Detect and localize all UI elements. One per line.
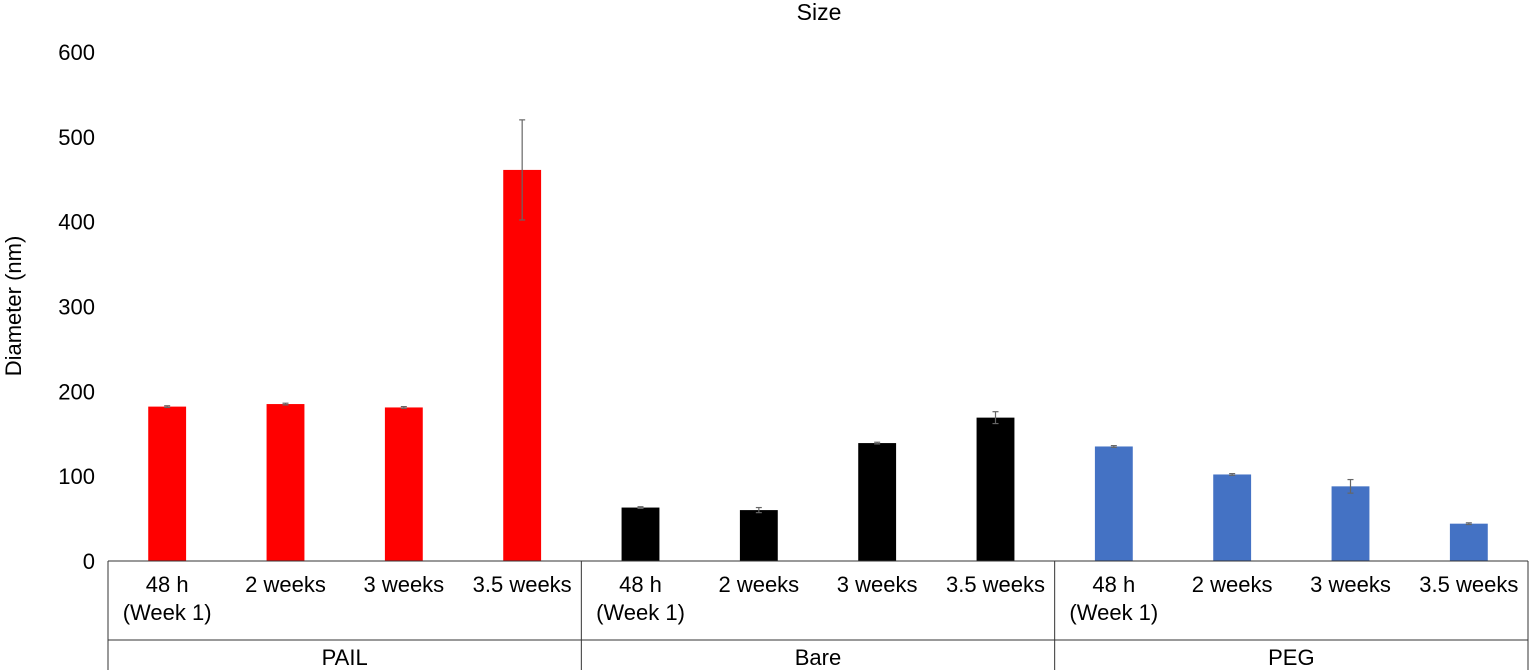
y-tick-label: 0 [83,549,95,574]
bar [739,510,778,561]
error-bar [282,402,289,406]
axes [107,560,1529,670]
error-bar [519,119,526,221]
bar [1449,523,1488,561]
group-label: PAIL [322,645,368,670]
error-bar [755,506,762,514]
x-tick-label: 2 weeks [718,572,799,597]
x-tick-label: 3.5 weeks [473,572,572,597]
x-tick-label: (Week 1) [123,600,212,625]
bar [1331,486,1370,561]
x-tick-label: 3 weeks [837,572,918,597]
x-tick-label: 3.5 weeks [946,572,1045,597]
x-tick-label: 3.5 weeks [1419,572,1518,597]
bar [503,169,542,561]
chart-title: Size [797,0,842,25]
y-tick-label: 500 [58,125,95,150]
bar [384,407,423,561]
x-tick-label: 2 weeks [245,572,326,597]
x-tick-label: (Week 1) [1069,600,1158,625]
x-tick-label: 2 weeks [1192,572,1273,597]
bar [1213,474,1252,561]
bar [621,507,660,561]
x-tick-label: 48 h [146,572,189,597]
x-tick-label: 3 weeks [1310,572,1391,597]
y-axis-ticks: 0 100 200 300 400 500 600 [58,40,95,574]
y-axis-label: Diameter (nm) [1,236,26,377]
error-bar [1229,473,1236,476]
bar [858,443,897,561]
y-tick-label: 100 [58,464,95,489]
bars [148,169,1488,561]
x-tick-label: (Week 1) [596,600,685,625]
x-tick-label: 48 h [1092,572,1135,597]
x-tick-label: 48 h [619,572,662,597]
group-label: PEG [1268,645,1314,670]
y-tick-label: 400 [58,210,95,235]
x-axis-labels: 48 h (Week 1) 2 weeks 3 weeks 3.5 weeks 48 h (… [123,572,1519,625]
error-bars [164,119,1472,526]
error-bar [1465,522,1472,526]
y-tick-label: 300 [58,295,95,320]
error-bar [637,506,644,510]
error-bar [1347,478,1354,494]
error-bar [874,441,881,445]
bar [148,406,187,561]
error-bar [400,406,407,409]
error-bar [164,405,171,409]
y-tick-label: 600 [58,40,95,65]
error-bar [992,411,999,425]
bar [266,404,305,561]
bar [1094,446,1133,561]
x-tick-label: 3 weeks [363,572,444,597]
group-labels: PAIL Bare PEG [322,645,1315,670]
group-label: Bare [795,645,841,670]
bar [976,417,1015,561]
error-bar [1110,445,1117,448]
y-tick-label: 200 [58,379,95,404]
